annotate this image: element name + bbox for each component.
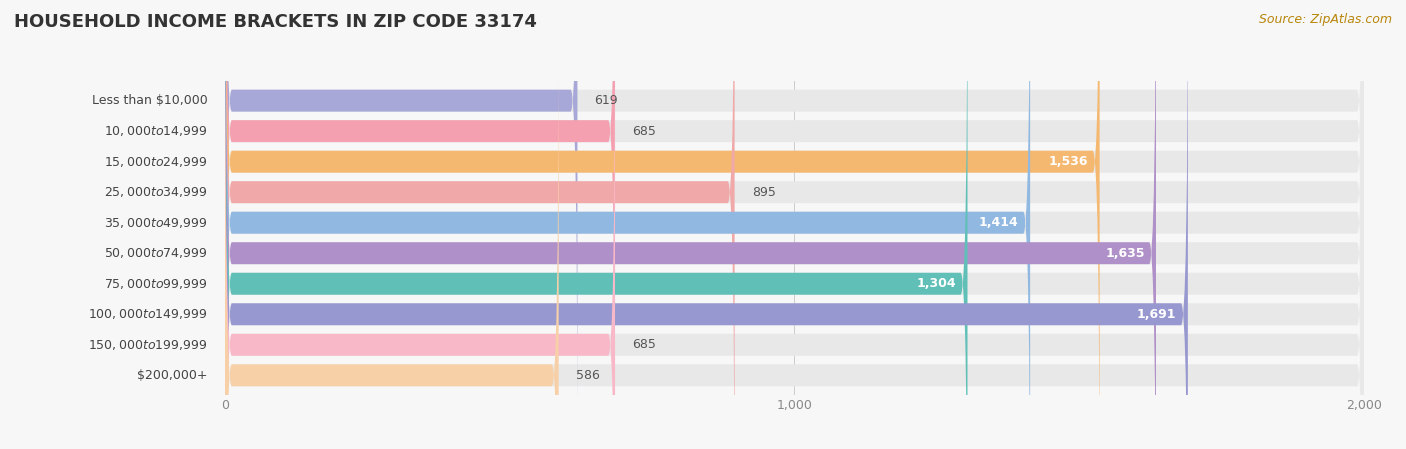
Text: $150,000 to $199,999: $150,000 to $199,999 bbox=[89, 338, 208, 352]
FancyBboxPatch shape bbox=[225, 0, 1188, 449]
FancyBboxPatch shape bbox=[225, 0, 1364, 449]
Text: 586: 586 bbox=[575, 369, 599, 382]
Text: 1,536: 1,536 bbox=[1049, 155, 1088, 168]
FancyBboxPatch shape bbox=[225, 0, 734, 449]
FancyBboxPatch shape bbox=[225, 0, 614, 449]
Text: $75,000 to $99,999: $75,000 to $99,999 bbox=[104, 277, 208, 291]
FancyBboxPatch shape bbox=[225, 0, 578, 449]
FancyBboxPatch shape bbox=[225, 20, 1364, 449]
FancyBboxPatch shape bbox=[225, 0, 1364, 449]
Text: 1,414: 1,414 bbox=[979, 216, 1019, 229]
FancyBboxPatch shape bbox=[225, 20, 558, 449]
FancyBboxPatch shape bbox=[225, 0, 1099, 449]
FancyBboxPatch shape bbox=[225, 0, 1364, 449]
Text: 1,304: 1,304 bbox=[917, 277, 956, 290]
Text: HOUSEHOLD INCOME BRACKETS IN ZIP CODE 33174: HOUSEHOLD INCOME BRACKETS IN ZIP CODE 33… bbox=[14, 13, 537, 31]
FancyBboxPatch shape bbox=[225, 0, 1364, 449]
FancyBboxPatch shape bbox=[225, 0, 1364, 449]
Text: 1,691: 1,691 bbox=[1137, 308, 1177, 321]
Text: Less than $10,000: Less than $10,000 bbox=[93, 94, 208, 107]
Text: 685: 685 bbox=[633, 125, 657, 138]
FancyBboxPatch shape bbox=[225, 0, 1364, 449]
Text: Source: ZipAtlas.com: Source: ZipAtlas.com bbox=[1258, 13, 1392, 26]
Text: $100,000 to $149,999: $100,000 to $149,999 bbox=[89, 307, 208, 321]
FancyBboxPatch shape bbox=[225, 0, 967, 449]
Text: 1,635: 1,635 bbox=[1105, 247, 1144, 260]
Text: $35,000 to $49,999: $35,000 to $49,999 bbox=[104, 216, 208, 230]
FancyBboxPatch shape bbox=[225, 0, 1364, 449]
FancyBboxPatch shape bbox=[225, 0, 1156, 449]
Text: 619: 619 bbox=[595, 94, 619, 107]
Text: $15,000 to $24,999: $15,000 to $24,999 bbox=[104, 155, 208, 169]
FancyBboxPatch shape bbox=[225, 0, 1364, 449]
Text: $10,000 to $14,999: $10,000 to $14,999 bbox=[104, 124, 208, 138]
Text: 895: 895 bbox=[752, 186, 776, 199]
Text: $25,000 to $34,999: $25,000 to $34,999 bbox=[104, 185, 208, 199]
FancyBboxPatch shape bbox=[225, 0, 614, 449]
Text: $50,000 to $74,999: $50,000 to $74,999 bbox=[104, 246, 208, 260]
FancyBboxPatch shape bbox=[225, 0, 1364, 449]
Text: $200,000+: $200,000+ bbox=[138, 369, 208, 382]
FancyBboxPatch shape bbox=[225, 0, 1031, 449]
Text: 685: 685 bbox=[633, 338, 657, 351]
